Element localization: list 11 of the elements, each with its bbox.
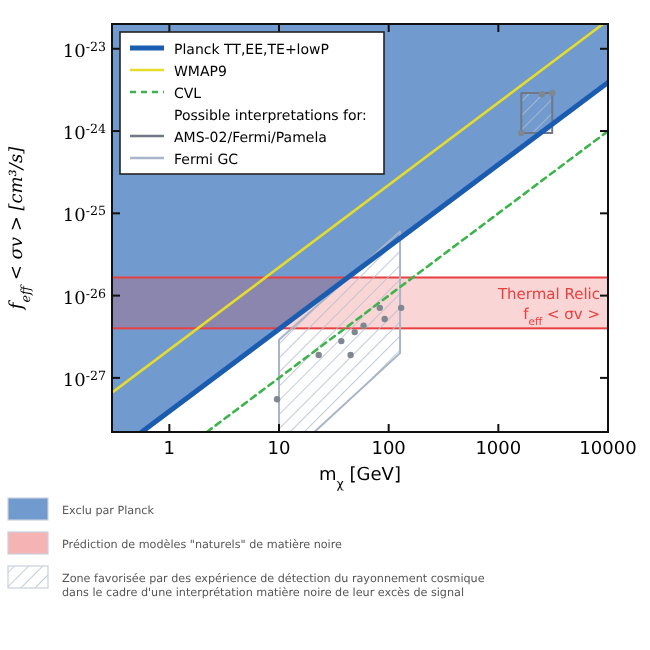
x-tick-label: 1000: [475, 440, 522, 460]
x-axis-title: m$_{χ}$ [GeV]: [319, 466, 401, 491]
y-tick-label: 10$^{-26}$: [62, 286, 106, 310]
y-tick-label: 10$^{-27}$: [62, 368, 106, 392]
y-tick-label: 10$^{-25}$: [62, 204, 106, 228]
x-tick-label: 100: [371, 440, 407, 460]
x-tick-label: 10000: [579, 440, 638, 460]
x-tick-label: 10: [267, 440, 292, 460]
x-tick-label: 1: [163, 440, 176, 460]
y-tick-label: 10$^{-24}$: [62, 122, 106, 146]
y-tick-label: 10$^{-23}$: [62, 39, 106, 63]
